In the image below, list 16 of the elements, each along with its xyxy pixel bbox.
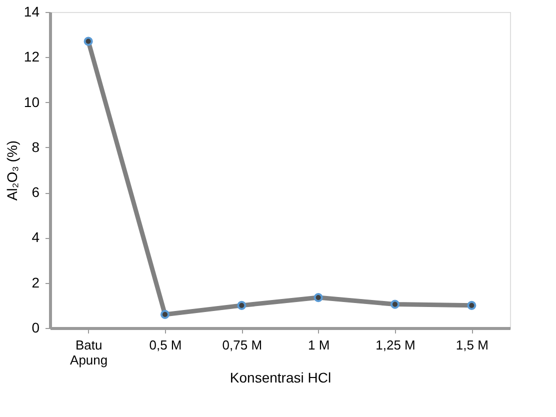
y-tick-label: 6 (32, 184, 40, 200)
y-axis-title: Al₂O₃ (%) (4, 140, 20, 201)
x-tick-label: 0,5 M (149, 338, 182, 352)
y-tick-label: 10 (24, 94, 40, 110)
y-tick-label: 8 (32, 138, 40, 155)
x-tick-label: 1 M (308, 338, 330, 352)
y-tick-label: 14 (24, 4, 40, 20)
y-tick-label: 2 (32, 274, 40, 290)
x-tick-label: Batu Apung (70, 338, 108, 368)
y-tick-label: 12 (24, 48, 40, 65)
x-axis-title: Konsentrasi HCl (230, 370, 332, 386)
x-tick-label: 0,75 M (222, 338, 262, 352)
x-tick-label: 1,25 M (376, 338, 416, 352)
y-tick-label: 4 (32, 229, 40, 246)
x-tick-label: 1,5 M (456, 338, 488, 352)
y-tick-label: 0 (32, 320, 40, 336)
